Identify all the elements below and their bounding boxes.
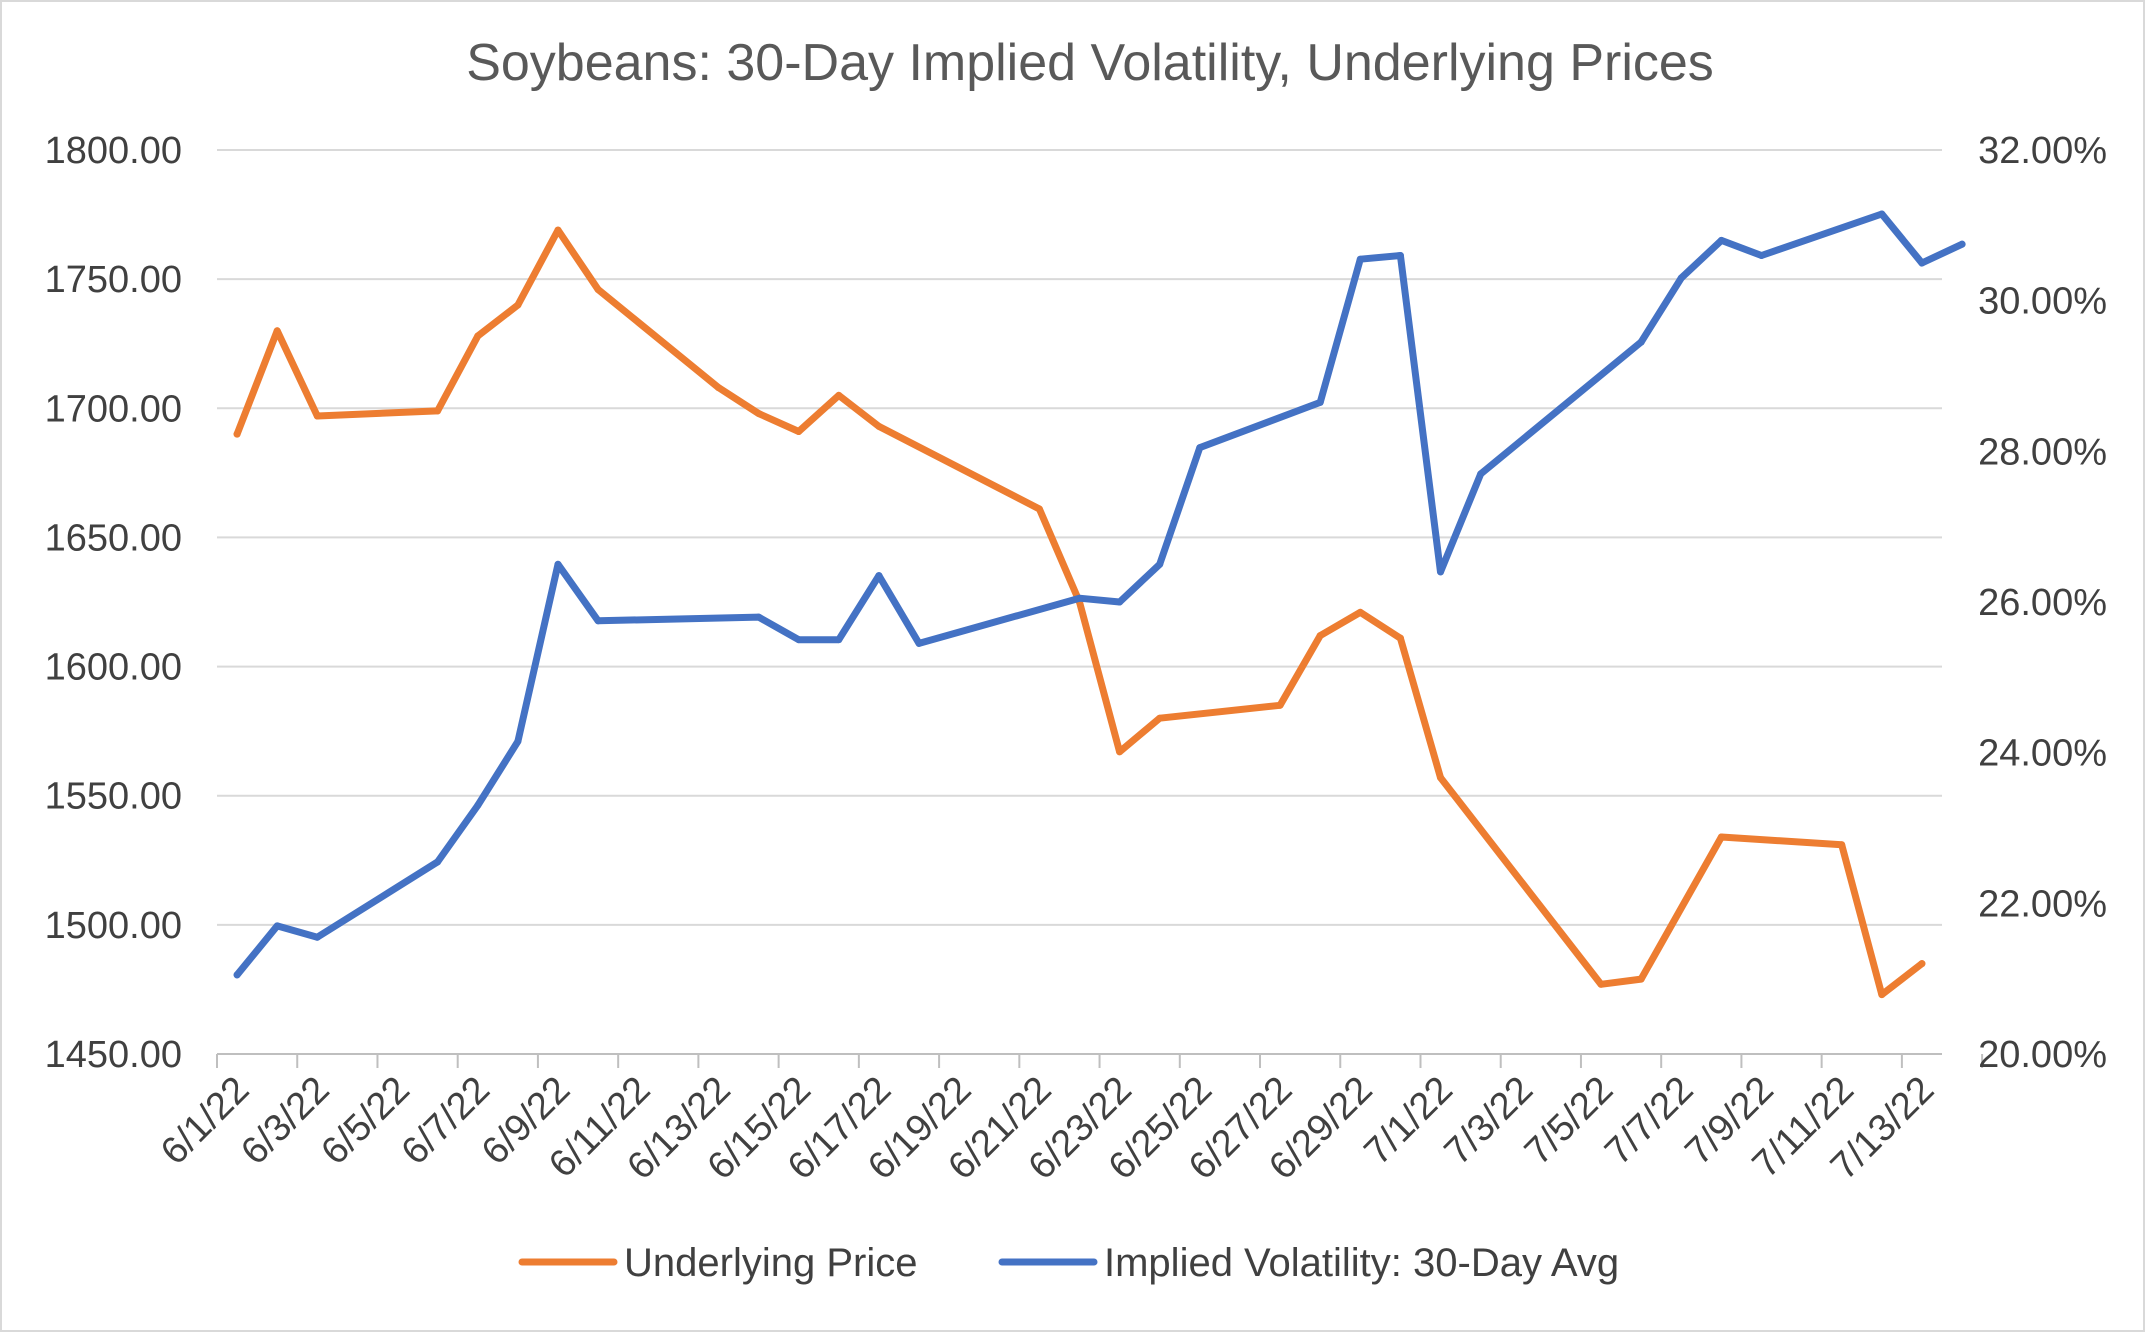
data-point xyxy=(1717,236,1725,244)
data-point xyxy=(1035,505,1043,513)
data-point xyxy=(875,422,883,430)
data-point xyxy=(233,971,241,979)
x-tick-label: 7/5/22 xyxy=(1517,1069,1621,1173)
left-tick-label: 1800.00 xyxy=(45,130,182,172)
x-tick-labels: 6/1/226/3/226/5/226/7/226/9/226/11/226/1… xyxy=(153,1069,1942,1188)
data-point xyxy=(795,636,803,644)
data-point xyxy=(714,384,722,392)
data-point xyxy=(594,285,602,293)
data-point xyxy=(1276,701,1284,709)
right-tick-label: 32.00% xyxy=(1978,130,2107,172)
x-tick-label: 7/3/22 xyxy=(1437,1069,1541,1173)
data-point xyxy=(434,407,442,415)
data-point xyxy=(1396,634,1404,642)
data-point xyxy=(1196,444,1204,452)
data-point xyxy=(474,332,482,340)
data-point xyxy=(1597,980,1605,988)
data-point xyxy=(915,639,923,647)
data-point xyxy=(1076,594,1083,602)
right-y-axis: 32.00% 30.00% 28.00% 26.00% 24.00% 22.00% 20.0… xyxy=(1978,130,2107,1076)
data-point xyxy=(1316,632,1324,640)
data-point xyxy=(1918,960,1926,968)
data-point xyxy=(514,737,522,745)
left-tick-label: 1450.00 xyxy=(45,1034,182,1076)
left-tick-label: 1500.00 xyxy=(45,905,182,947)
data-point xyxy=(1838,841,1846,849)
data-point xyxy=(835,391,843,399)
left-tick-label: 1550.00 xyxy=(45,776,182,818)
legend-label: Implied Volatility: 30-Day Avg xyxy=(1104,1241,1619,1285)
left-tick-label: 1700.00 xyxy=(45,388,182,430)
left-tick-label: 1750.00 xyxy=(45,259,182,301)
right-tick-label: 28.00% xyxy=(1978,431,2107,473)
data-point xyxy=(1637,338,1645,346)
data-point xyxy=(1156,560,1164,568)
data-point xyxy=(1878,991,1886,999)
data-point xyxy=(1757,251,1765,259)
right-tick-label: 20.00% xyxy=(1978,1034,2107,1076)
data-point xyxy=(1918,259,1926,267)
data-point xyxy=(313,933,321,941)
data-point xyxy=(1637,975,1645,983)
data-point xyxy=(1396,251,1404,259)
data-point xyxy=(1717,833,1725,841)
left-tick-label: 1650.00 xyxy=(45,517,182,559)
data-point xyxy=(1356,608,1364,616)
data-point xyxy=(1356,255,1364,263)
data-point xyxy=(1958,240,1966,248)
right-tick-label: 22.00% xyxy=(1978,883,2107,925)
left-tick-label: 1600.00 xyxy=(45,647,182,689)
legend: Underlying Price Implied Volatility: 30-D… xyxy=(518,1241,1619,1285)
right-tick-label: 30.00% xyxy=(1978,281,2107,323)
right-tick-label: 24.00% xyxy=(1978,733,2107,775)
right-tick-label: 26.00% xyxy=(1978,582,2107,624)
data-point xyxy=(1437,774,1445,782)
data-point xyxy=(1316,398,1324,406)
chart-title: Soybeans: 30-Day Implied Volatility, Und… xyxy=(466,34,1714,92)
x-tick-label: 6/7/22 xyxy=(394,1069,498,1173)
series-lines xyxy=(233,210,1966,999)
x-tick-label: 6/5/22 xyxy=(313,1069,417,1173)
legend-label: Underlying Price xyxy=(624,1241,917,1285)
data-point xyxy=(1116,748,1124,756)
data-point xyxy=(594,617,602,625)
data-point xyxy=(313,412,321,420)
data-point xyxy=(1878,210,1886,218)
data-point xyxy=(1677,274,1685,282)
x-tick-label: 6/1/22 xyxy=(153,1069,257,1173)
data-point xyxy=(554,560,562,568)
data-point xyxy=(755,409,763,417)
data-point xyxy=(273,327,281,335)
x-tick-label: 7/1/22 xyxy=(1357,1069,1461,1173)
data-point xyxy=(755,613,763,621)
data-point xyxy=(1477,470,1485,478)
data-point xyxy=(835,636,843,644)
data-point xyxy=(875,572,883,580)
data-point xyxy=(1437,568,1445,576)
data-point xyxy=(434,858,442,866)
data-point xyxy=(474,801,482,809)
data-point xyxy=(514,301,522,309)
series-line-implied-volatility xyxy=(233,210,1966,979)
x-tick-label: 6/3/22 xyxy=(233,1069,337,1173)
series-line-underlying-price xyxy=(233,226,1926,999)
data-point xyxy=(233,430,241,438)
data-point xyxy=(273,922,281,930)
x-axis xyxy=(216,1053,1984,1068)
gridlines xyxy=(217,149,1942,1055)
data-point xyxy=(1156,714,1164,722)
x-tick-label: 7/7/22 xyxy=(1597,1069,1701,1173)
left-y-axis: 1800.00 1750.00 1700.00 1650.00 1600.00 1550.… xyxy=(45,130,182,1076)
data-point xyxy=(554,226,562,234)
data-point xyxy=(795,428,803,436)
data-point xyxy=(1116,598,1124,606)
